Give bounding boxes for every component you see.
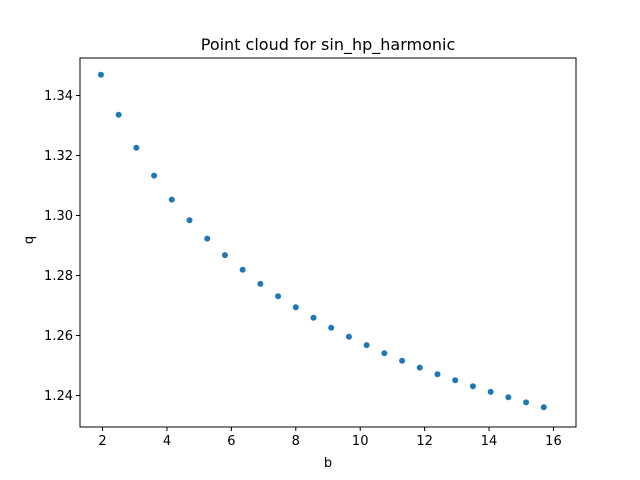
data-point	[239, 266, 246, 273]
data-point	[434, 371, 441, 378]
y-tick-label: 1.24	[44, 389, 73, 404]
data-point	[345, 333, 352, 340]
data-point	[275, 293, 282, 300]
axes: 2 4 6 8 10 12 14 16 1.24 1.26 1.28 1.30 1.32 1.34	[44, 57, 577, 449]
data-point	[381, 350, 388, 357]
x-tick-label: 8	[292, 434, 300, 449]
x-tick-label: 6	[227, 434, 235, 449]
data-point	[328, 324, 335, 331]
y-tick-label: 1.32	[44, 149, 73, 164]
x-tick-label: 10	[352, 434, 369, 449]
data-point	[97, 71, 104, 78]
y-axis-label: q	[22, 236, 37, 244]
data-point	[523, 399, 530, 406]
data-point	[505, 394, 512, 401]
data-point	[310, 314, 317, 321]
data-point	[540, 404, 547, 411]
data-point	[168, 196, 175, 203]
data-point	[186, 217, 193, 224]
x-tick-label: 16	[545, 434, 562, 449]
data-point	[469, 383, 476, 390]
data-point	[204, 235, 211, 242]
data-point	[133, 144, 140, 151]
plot-area	[97, 71, 547, 411]
x-tick-label: 4	[163, 434, 171, 449]
x-axis-label: b	[324, 456, 332, 471]
x-tick-label: 14	[481, 434, 498, 449]
data-point	[452, 377, 459, 384]
y-tick-label: 1.30	[44, 209, 73, 224]
data-point	[416, 364, 423, 371]
data-point	[363, 342, 370, 349]
x-tick-label: 12	[416, 434, 433, 449]
data-point	[399, 357, 406, 364]
data-point	[487, 388, 494, 395]
y-tick-label: 1.26	[44, 329, 73, 344]
axes-frame	[79, 57, 577, 428]
y-tick-label: 1.28	[44, 269, 73, 284]
chart-title: Point cloud for sin_hp_harmonic	[201, 35, 456, 55]
data-point	[292, 304, 299, 311]
data-point	[257, 280, 264, 287]
data-point	[115, 111, 122, 118]
data-point	[151, 172, 158, 179]
y-tick-label: 1.34	[44, 89, 73, 104]
data-point	[221, 252, 228, 259]
x-tick-label: 2	[98, 434, 106, 449]
